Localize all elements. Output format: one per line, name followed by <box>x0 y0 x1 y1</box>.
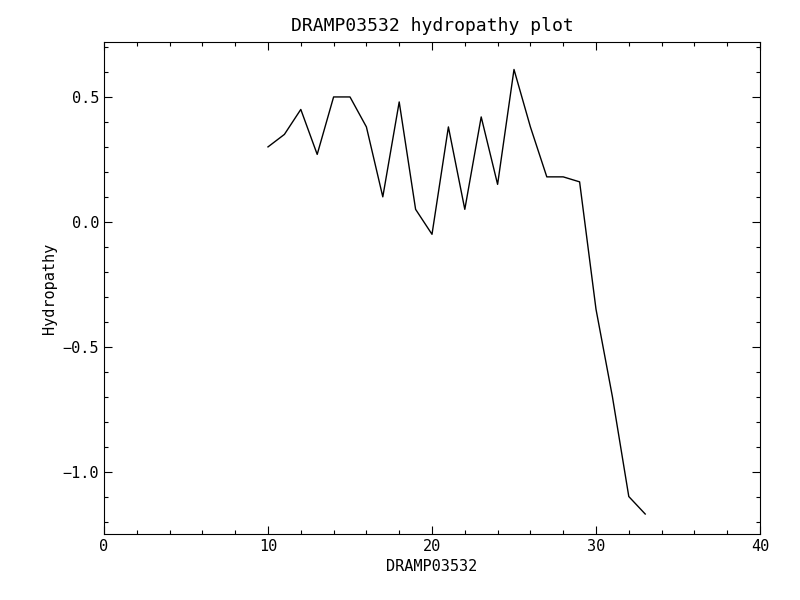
Title: DRAMP03532 hydropathy plot: DRAMP03532 hydropathy plot <box>290 17 574 35</box>
X-axis label: DRAMP03532: DRAMP03532 <box>386 559 478 574</box>
Y-axis label: Hydropathy: Hydropathy <box>42 242 57 334</box>
